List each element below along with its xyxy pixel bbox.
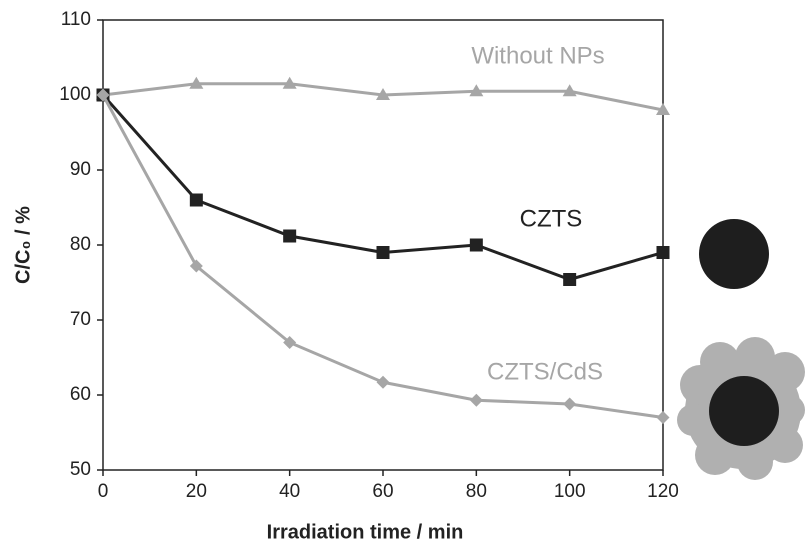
y-tick-label: 90	[70, 159, 91, 180]
marker	[656, 411, 670, 424]
y-tick-label: 80	[70, 234, 91, 255]
marker	[656, 103, 670, 115]
marker	[189, 259, 203, 273]
y-tick-label: 70	[70, 309, 91, 330]
marker	[563, 397, 577, 411]
x-tick-label: 120	[647, 481, 679, 502]
marker	[469, 393, 483, 407]
y-tick-label: 50	[70, 459, 91, 480]
series-label: Without NPs	[471, 42, 604, 69]
marker	[563, 273, 577, 286]
x-tick-label: 40	[279, 481, 300, 502]
marker	[376, 88, 390, 100]
y-axis-label: C/C₀ / %	[12, 206, 34, 284]
marker	[376, 246, 390, 259]
x-axis-label: Irradiation time / min	[267, 521, 464, 543]
marker	[283, 229, 297, 243]
x-tick-label: 20	[186, 481, 207, 502]
y-tick-label: 100	[59, 84, 91, 105]
x-tick-label: 80	[466, 481, 487, 502]
marker	[96, 88, 110, 102]
x-tick-label: 100	[554, 481, 586, 502]
marker	[656, 246, 670, 259]
marker	[376, 375, 390, 389]
marker	[562, 84, 577, 97]
series-label: CZTS/CdS	[487, 358, 603, 385]
y-tick-label: 110	[61, 9, 91, 30]
marker	[469, 84, 484, 97]
x-tick-label: 60	[372, 481, 393, 502]
x-tick-label: 0	[98, 481, 109, 502]
series-label: CZTS	[520, 205, 583, 232]
czts-particle	[699, 219, 769, 289]
y-tick-label: 60	[70, 384, 91, 405]
plot-frame	[102, 19, 664, 471]
marker	[189, 76, 204, 89]
marker	[282, 76, 297, 89]
core-shell-particle	[677, 337, 805, 480]
marker	[469, 238, 483, 252]
marker	[283, 336, 297, 349]
marker	[189, 193, 203, 207]
